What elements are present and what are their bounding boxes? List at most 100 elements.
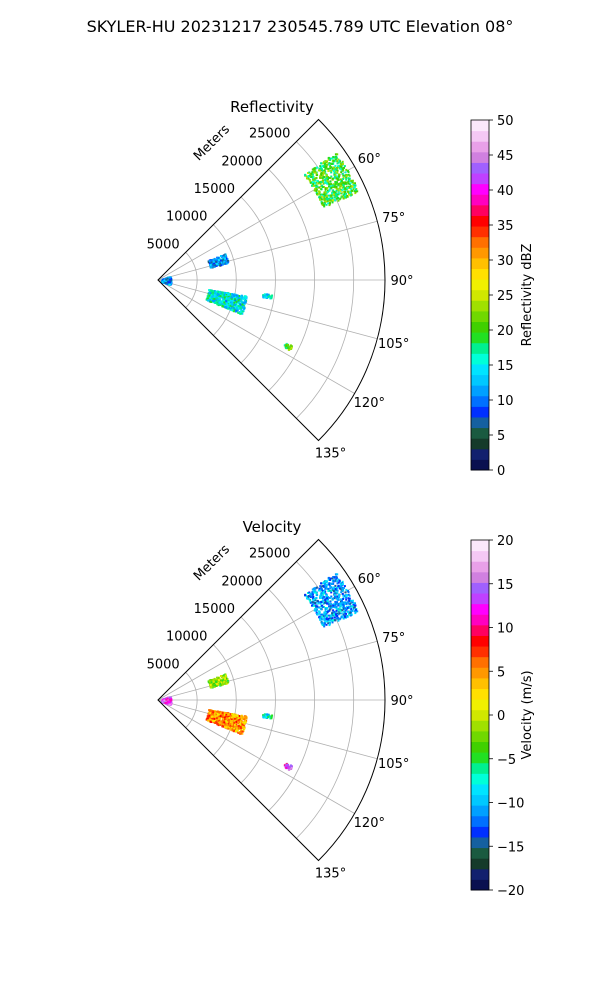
- data-point: [237, 725, 240, 727]
- data-point: [325, 618, 328, 621]
- data-point: [217, 256, 220, 259]
- data-point: [338, 607, 341, 610]
- data-point: [348, 606, 351, 609]
- colorbar-segment: [471, 332, 489, 344]
- data-point: [290, 765, 293, 768]
- theta-gridline: [157, 699, 378, 760]
- data-point: [223, 674, 226, 677]
- data-point: [334, 170, 337, 173]
- data-point: [323, 205, 326, 208]
- data-point: [236, 304, 239, 307]
- data-point: [319, 587, 322, 590]
- data-point: [318, 186, 321, 189]
- theta-gridline: [157, 279, 355, 394]
- data-point: [264, 294, 267, 297]
- data-point: [337, 597, 340, 600]
- data-point: [347, 589, 349, 592]
- data-point: [230, 306, 233, 309]
- data-point: [243, 721, 246, 724]
- data-point: [327, 576, 330, 579]
- data-point: [319, 198, 322, 201]
- data-point: [311, 601, 314, 604]
- data-point: [345, 601, 348, 604]
- data-cluster: [262, 713, 274, 720]
- data-point: [209, 300, 212, 303]
- data-point: [339, 184, 342, 187]
- data-point: [321, 165, 324, 168]
- data-point: [233, 305, 236, 308]
- colorbar-segment: [471, 236, 489, 248]
- data-point: [206, 717, 209, 720]
- data-point: [348, 594, 351, 597]
- data-point: [347, 171, 350, 173]
- data-point: [166, 697, 169, 700]
- colorbar-segment: [471, 868, 489, 880]
- data-point: [350, 188, 353, 191]
- data-point: [311, 604, 313, 607]
- data-point: [334, 603, 337, 606]
- data-point: [265, 713, 268, 716]
- data-point: [239, 720, 242, 723]
- data-point: [332, 189, 335, 192]
- data-point: [216, 714, 218, 717]
- data-point: [321, 186, 324, 188]
- data-point: [230, 716, 233, 719]
- data-point: [349, 182, 352, 185]
- colorbar-segment: [471, 730, 489, 743]
- data-point: [221, 677, 224, 680]
- data-point: [329, 597, 332, 599]
- data-point: [319, 589, 322, 592]
- data-point: [286, 763, 289, 766]
- data-point: [290, 345, 293, 348]
- colorbar-tick-label: 5: [497, 429, 505, 444]
- data-point: [328, 603, 331, 606]
- data-point: [316, 594, 319, 596]
- range-ring: [185, 252, 198, 308]
- data-point: [336, 608, 339, 611]
- data-point: [231, 294, 234, 297]
- data-point: [323, 625, 326, 628]
- data-point: [327, 167, 330, 170]
- data-point: [334, 155, 337, 158]
- data-point: [345, 612, 347, 615]
- data-point: [162, 278, 165, 281]
- data-point: [221, 721, 224, 724]
- data-point: [327, 178, 329, 181]
- data-point: [321, 621, 324, 624]
- data-point: [335, 596, 338, 599]
- radial-tick-label: 5000: [147, 657, 180, 672]
- data-point: [324, 580, 327, 583]
- data-point: [224, 680, 227, 683]
- data-point: [351, 179, 354, 182]
- data-point: [207, 299, 210, 302]
- data-point: [285, 766, 288, 769]
- data-point: [221, 255, 224, 258]
- data-point: [332, 170, 335, 172]
- data-point: [240, 730, 243, 733]
- data-point: [351, 185, 354, 188]
- data-point: [325, 594, 328, 597]
- data-point: [216, 294, 218, 297]
- data-point: [335, 605, 338, 608]
- data-point: [341, 160, 344, 163]
- data-point: [236, 724, 239, 727]
- data-point: [262, 714, 265, 717]
- data-point: [341, 168, 344, 170]
- data-point: [168, 696, 171, 699]
- data-point: [235, 727, 238, 730]
- data-point: [243, 298, 246, 301]
- data-point: [213, 715, 216, 718]
- data-point: [206, 297, 209, 300]
- data-point: [222, 676, 225, 679]
- data-point: [313, 171, 316, 174]
- data-point: [331, 612, 334, 615]
- data-point: [240, 724, 243, 727]
- data-point: [315, 181, 318, 184]
- data-point: [223, 260, 226, 263]
- data-point: [320, 168, 323, 171]
- theta-tick-label: 75°: [382, 211, 405, 226]
- data-point: [228, 721, 231, 724]
- data-point: [168, 283, 171, 286]
- data-point: [243, 301, 246, 304]
- data-point: [215, 679, 218, 682]
